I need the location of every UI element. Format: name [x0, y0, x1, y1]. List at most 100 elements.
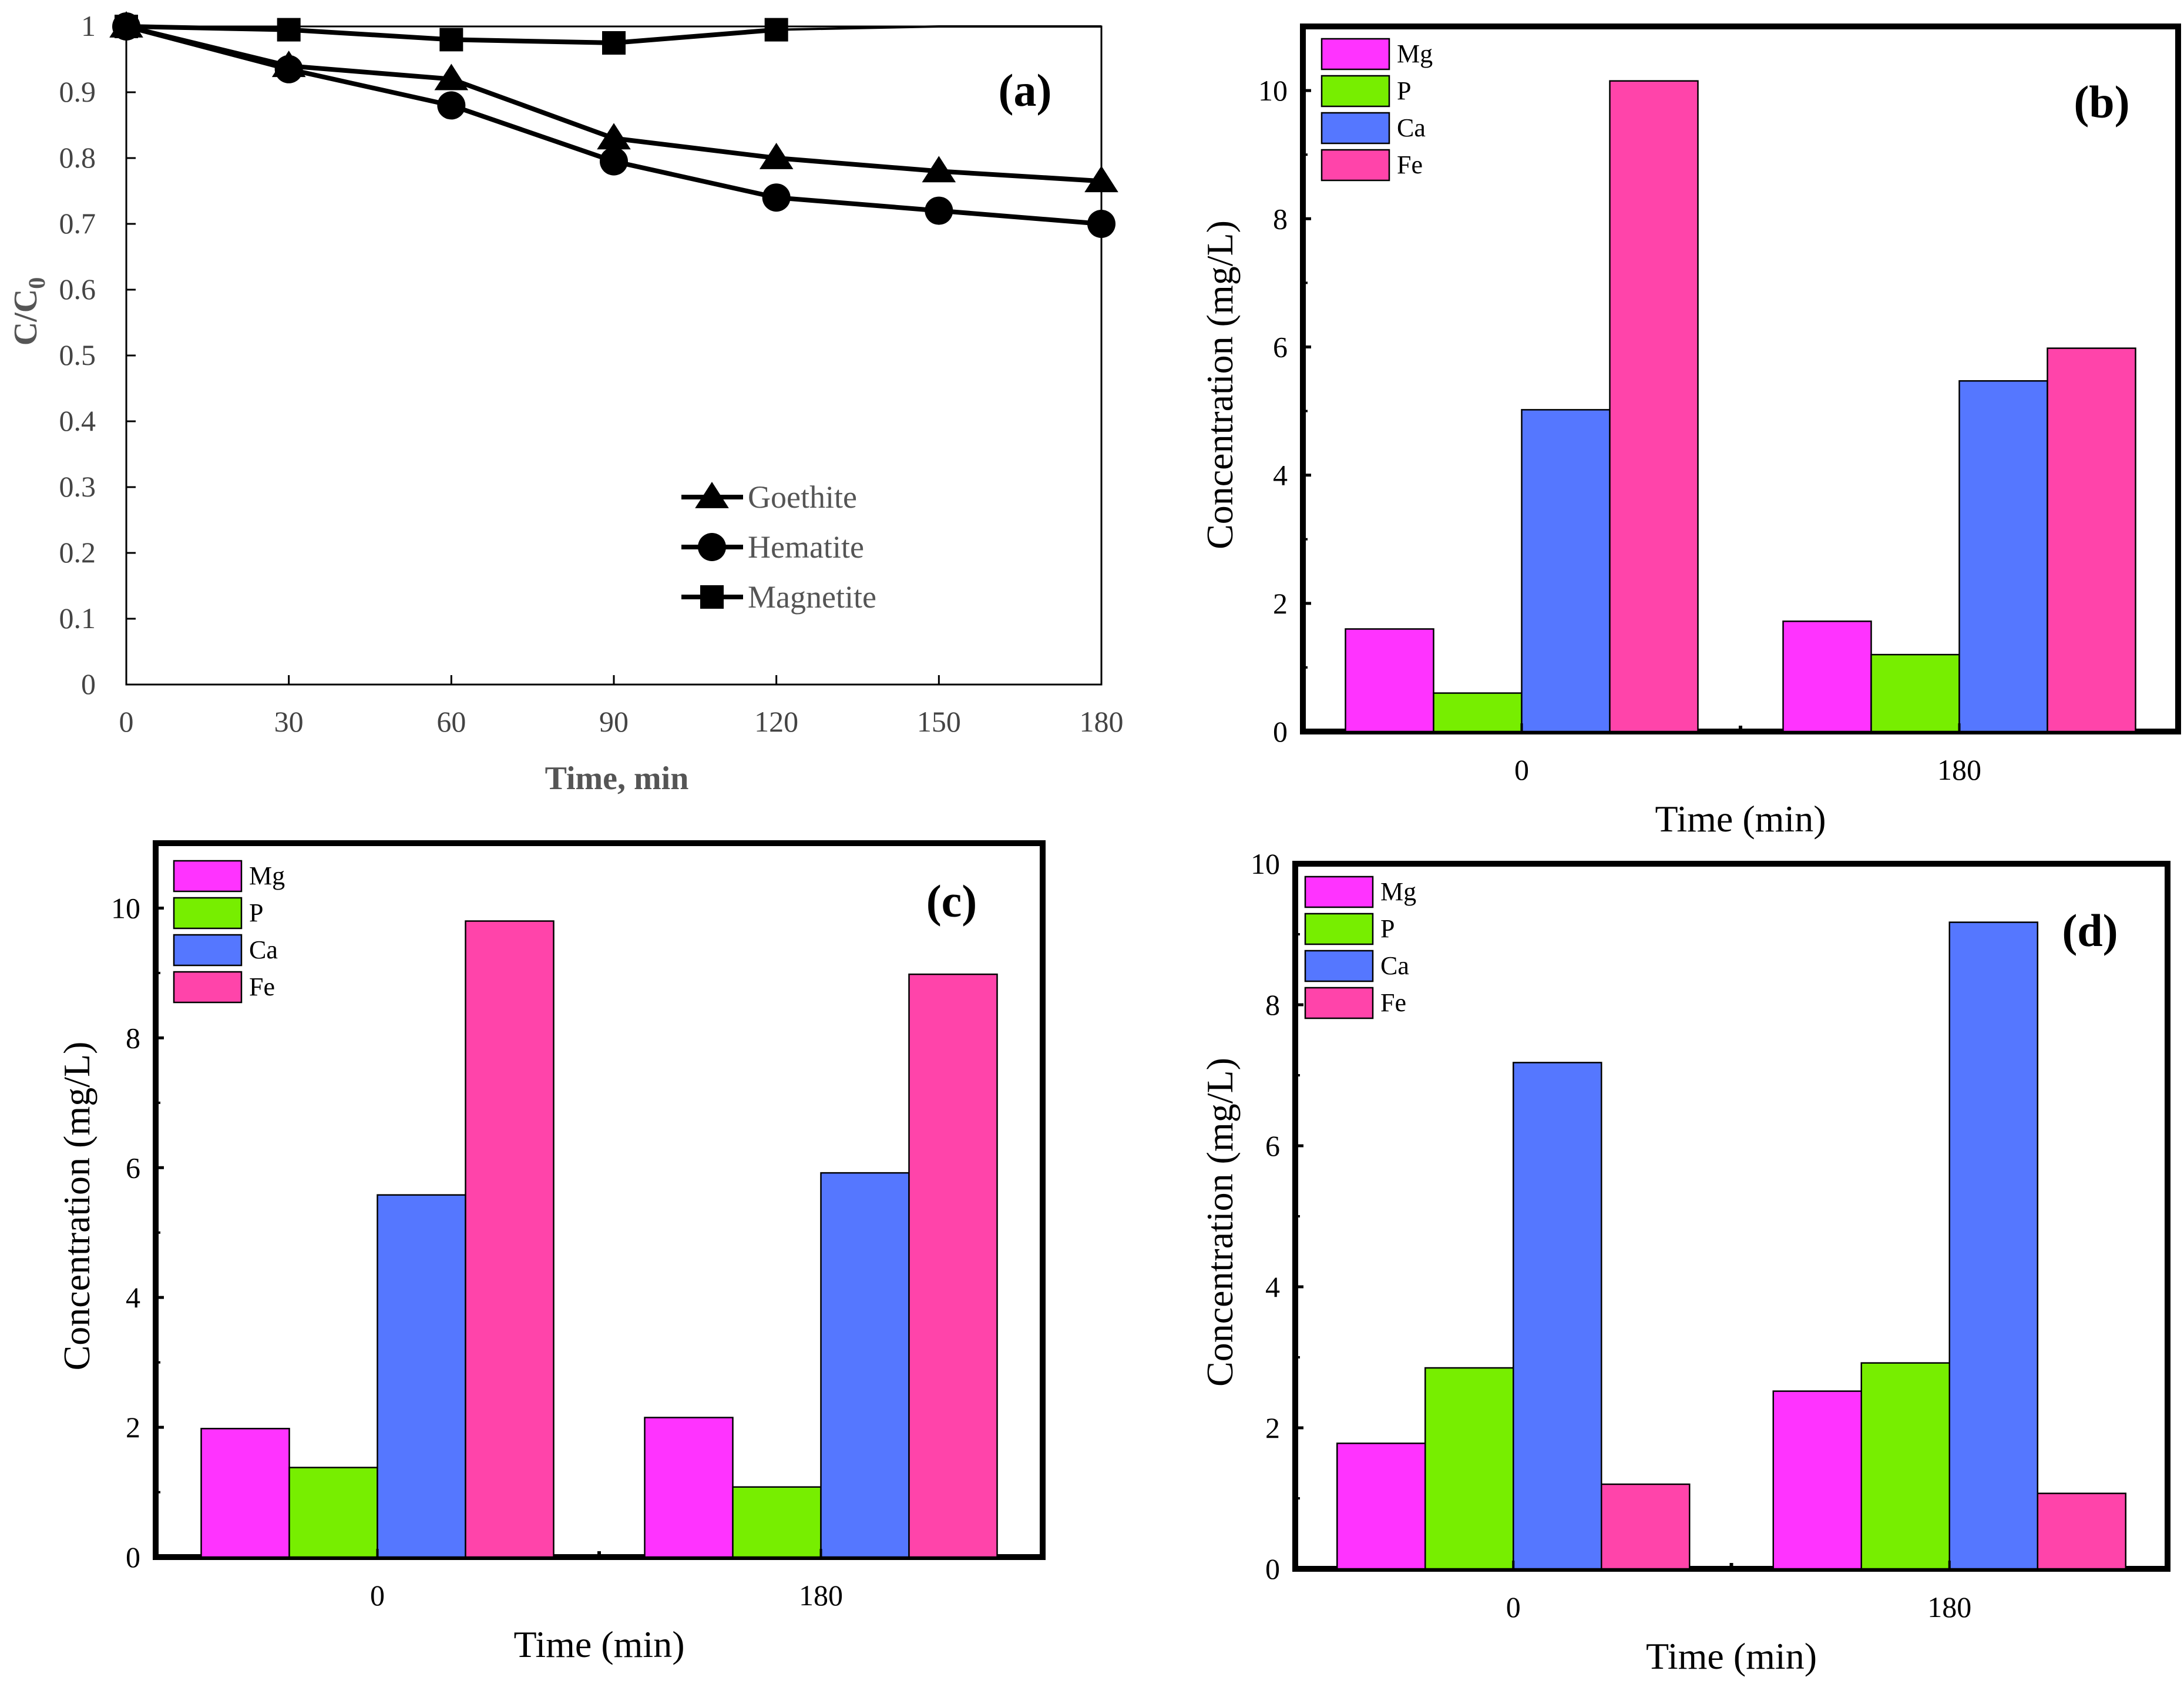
panel-a-x-tick-label: 180 [1080, 705, 1124, 738]
legend-label-mg: Mg [1380, 877, 1416, 906]
panel-c-y-tick-label: 2 [126, 1411, 140, 1444]
bar-ca-180 [820, 1172, 910, 1558]
data-point-magnetite [602, 31, 626, 55]
panel-d-legend: Mg P Ca Fe [1304, 875, 1416, 1019]
panel-d-y-tick-label: 6 [1265, 1129, 1280, 1162]
panel-d-y-axis-title: Concentration (mg/L) [1199, 1058, 1241, 1387]
legend-marker-hematite [698, 533, 726, 561]
panel-a-x-tick-label: 120 [754, 705, 798, 738]
legend-swatch-fe [173, 971, 243, 1004]
panel-c-y-tick-label: 6 [126, 1151, 140, 1184]
panel-a-y-tick-label: 0.4 [59, 404, 96, 437]
panel-c: 0 2 4 6 8 10 0 180 Time (min) Concentration (mg/L… [56, 840, 1046, 1665]
legend-label-ca: Ca [1397, 113, 1426, 142]
panel-a-y-tick-label: 0.5 [59, 338, 96, 371]
legend-label-hematite: Hematite [748, 529, 864, 565]
panel-d-x-tick-label: 0 [1506, 1591, 1521, 1623]
series-magnetite [115, 15, 1101, 55]
panel-c-label: (c) [926, 875, 977, 927]
bar-mg-0 [1345, 628, 1434, 733]
panel-d-y-tick-label: 8 [1265, 988, 1280, 1021]
panel-d-x-axis-title: Time (min) [1646, 1635, 1817, 1677]
bar-fe-180 [2037, 1492, 2126, 1570]
panel-a-label: (a) [999, 65, 1052, 116]
data-point-hematite [274, 55, 303, 83]
panel-a-y-tick-label: 0 [81, 667, 96, 700]
legend-label-fe: Fe [249, 972, 275, 1001]
data-point-magnetite [115, 15, 138, 38]
panel-d-x-tick-label: 180 [1927, 1591, 1971, 1623]
legend-label-mg: Mg [249, 861, 285, 890]
panel-a-y-tick-label: 1 [81, 9, 96, 42]
bar-p-0 [1433, 692, 1523, 733]
panel-a-x-tick-label: 90 [599, 705, 629, 738]
legend-label-ca: Ca [1380, 951, 1409, 980]
bar-p-180 [1870, 653, 1960, 733]
bar-fe-0 [465, 920, 555, 1558]
bar-mg-180 [644, 1417, 734, 1558]
legend-label-fe: Fe [1380, 988, 1406, 1017]
bar-ca-0 [1513, 1062, 1602, 1570]
bar-ca-0 [377, 1194, 466, 1558]
panel-a-x-tick-label: 30 [274, 705, 304, 738]
panel-b-label: (b) [2074, 76, 2129, 128]
bar-p-0 [1424, 1367, 1514, 1570]
legend-label-p: P [1397, 76, 1411, 105]
panel-d: 0 2 4 6 8 10 0 180 Time (min) Concentration (mg/L… [1199, 847, 2170, 1677]
bar-fe-180 [2047, 347, 2136, 733]
panel-a-y-axis-title-main: C/C [8, 289, 44, 345]
panel-b-y-tick-label: 8 [1273, 202, 1288, 235]
bar-p-180 [732, 1486, 822, 1558]
legend-swatch-fe [1321, 149, 1390, 182]
legend-label-p: P [1380, 914, 1395, 943]
panel-b-y-tick-label: 10 [1258, 74, 1288, 107]
panel-a-y-tick-label: 0.7 [59, 207, 96, 240]
data-point-goethite [759, 142, 794, 169]
legend-label-magnetite: Magnetite [748, 579, 876, 615]
bar-p-180 [1860, 1362, 1950, 1570]
legend-swatch-p [173, 897, 243, 930]
legend-label-mg: Mg [1397, 39, 1433, 68]
panel-d-y-tick-label: 2 [1265, 1411, 1280, 1444]
panel-a-x-tick-label: 0 [119, 705, 134, 738]
panel-b-y-axis-title: Concentration (mg/L) [1199, 220, 1241, 549]
bar-ca-180 [1958, 380, 2048, 733]
data-point-hematite [1087, 210, 1115, 238]
panel-a-y-tick-label: 0.2 [59, 536, 96, 569]
panel-c-x-tick-label: 180 [799, 1579, 843, 1612]
legend-swatch-mg [1304, 875, 1374, 908]
legend-label-p: P [249, 898, 263, 927]
bar-mg-0 [1336, 1443, 1426, 1570]
bar-ca-180 [1948, 921, 2038, 1570]
panel-a-y-axis-title-sub: 0 [23, 277, 50, 289]
data-point-goethite [922, 156, 956, 183]
panel-b-x-axis-title: Time (min) [1655, 798, 1826, 840]
panel-a-legend: Goethite Hematite Magnetite [681, 479, 876, 615]
data-point-magnetite [439, 28, 463, 52]
panel-c-x-tick-label: 0 [370, 1579, 385, 1612]
panel-d-y-tick-label: 10 [1251, 847, 1280, 880]
panel-c-x-axis-title: Time (min) [514, 1623, 685, 1665]
panel-c-y-tick-label: 4 [126, 1281, 140, 1314]
data-point-goethite [597, 123, 631, 150]
panel-a-x-tick-label: 150 [917, 705, 961, 738]
panel-c-y-axis-title: Concentration (mg/L) [56, 1042, 98, 1371]
panel-d-label: (d) [2062, 905, 2118, 956]
panel-b-legend: Mg P Ca Fe [1321, 38, 1433, 182]
panel-a-y-tick-label: 0.8 [59, 141, 96, 174]
panel-b-y-tick-label: 2 [1273, 587, 1288, 620]
panel-a-y-tick-label: 0.1 [59, 602, 96, 635]
bar-mg-180 [1772, 1390, 1862, 1570]
panel-a-x-axis-title: Time, min [545, 760, 689, 797]
bar-fe-0 [1601, 1483, 1691, 1570]
panel-d-y-tick-label: 0 [1265, 1552, 1280, 1585]
legend-marker-goethite [695, 481, 729, 508]
panel-c-y-tick-label: 8 [126, 1021, 140, 1054]
legend-swatch-mg [173, 860, 243, 893]
bar-mg-0 [200, 1428, 290, 1558]
data-point-hematite [925, 196, 953, 225]
bar-ca-0 [1521, 409, 1611, 733]
legend-swatch-ca [1304, 950, 1374, 982]
panel-b-x-tick-label: 0 [1514, 753, 1529, 786]
